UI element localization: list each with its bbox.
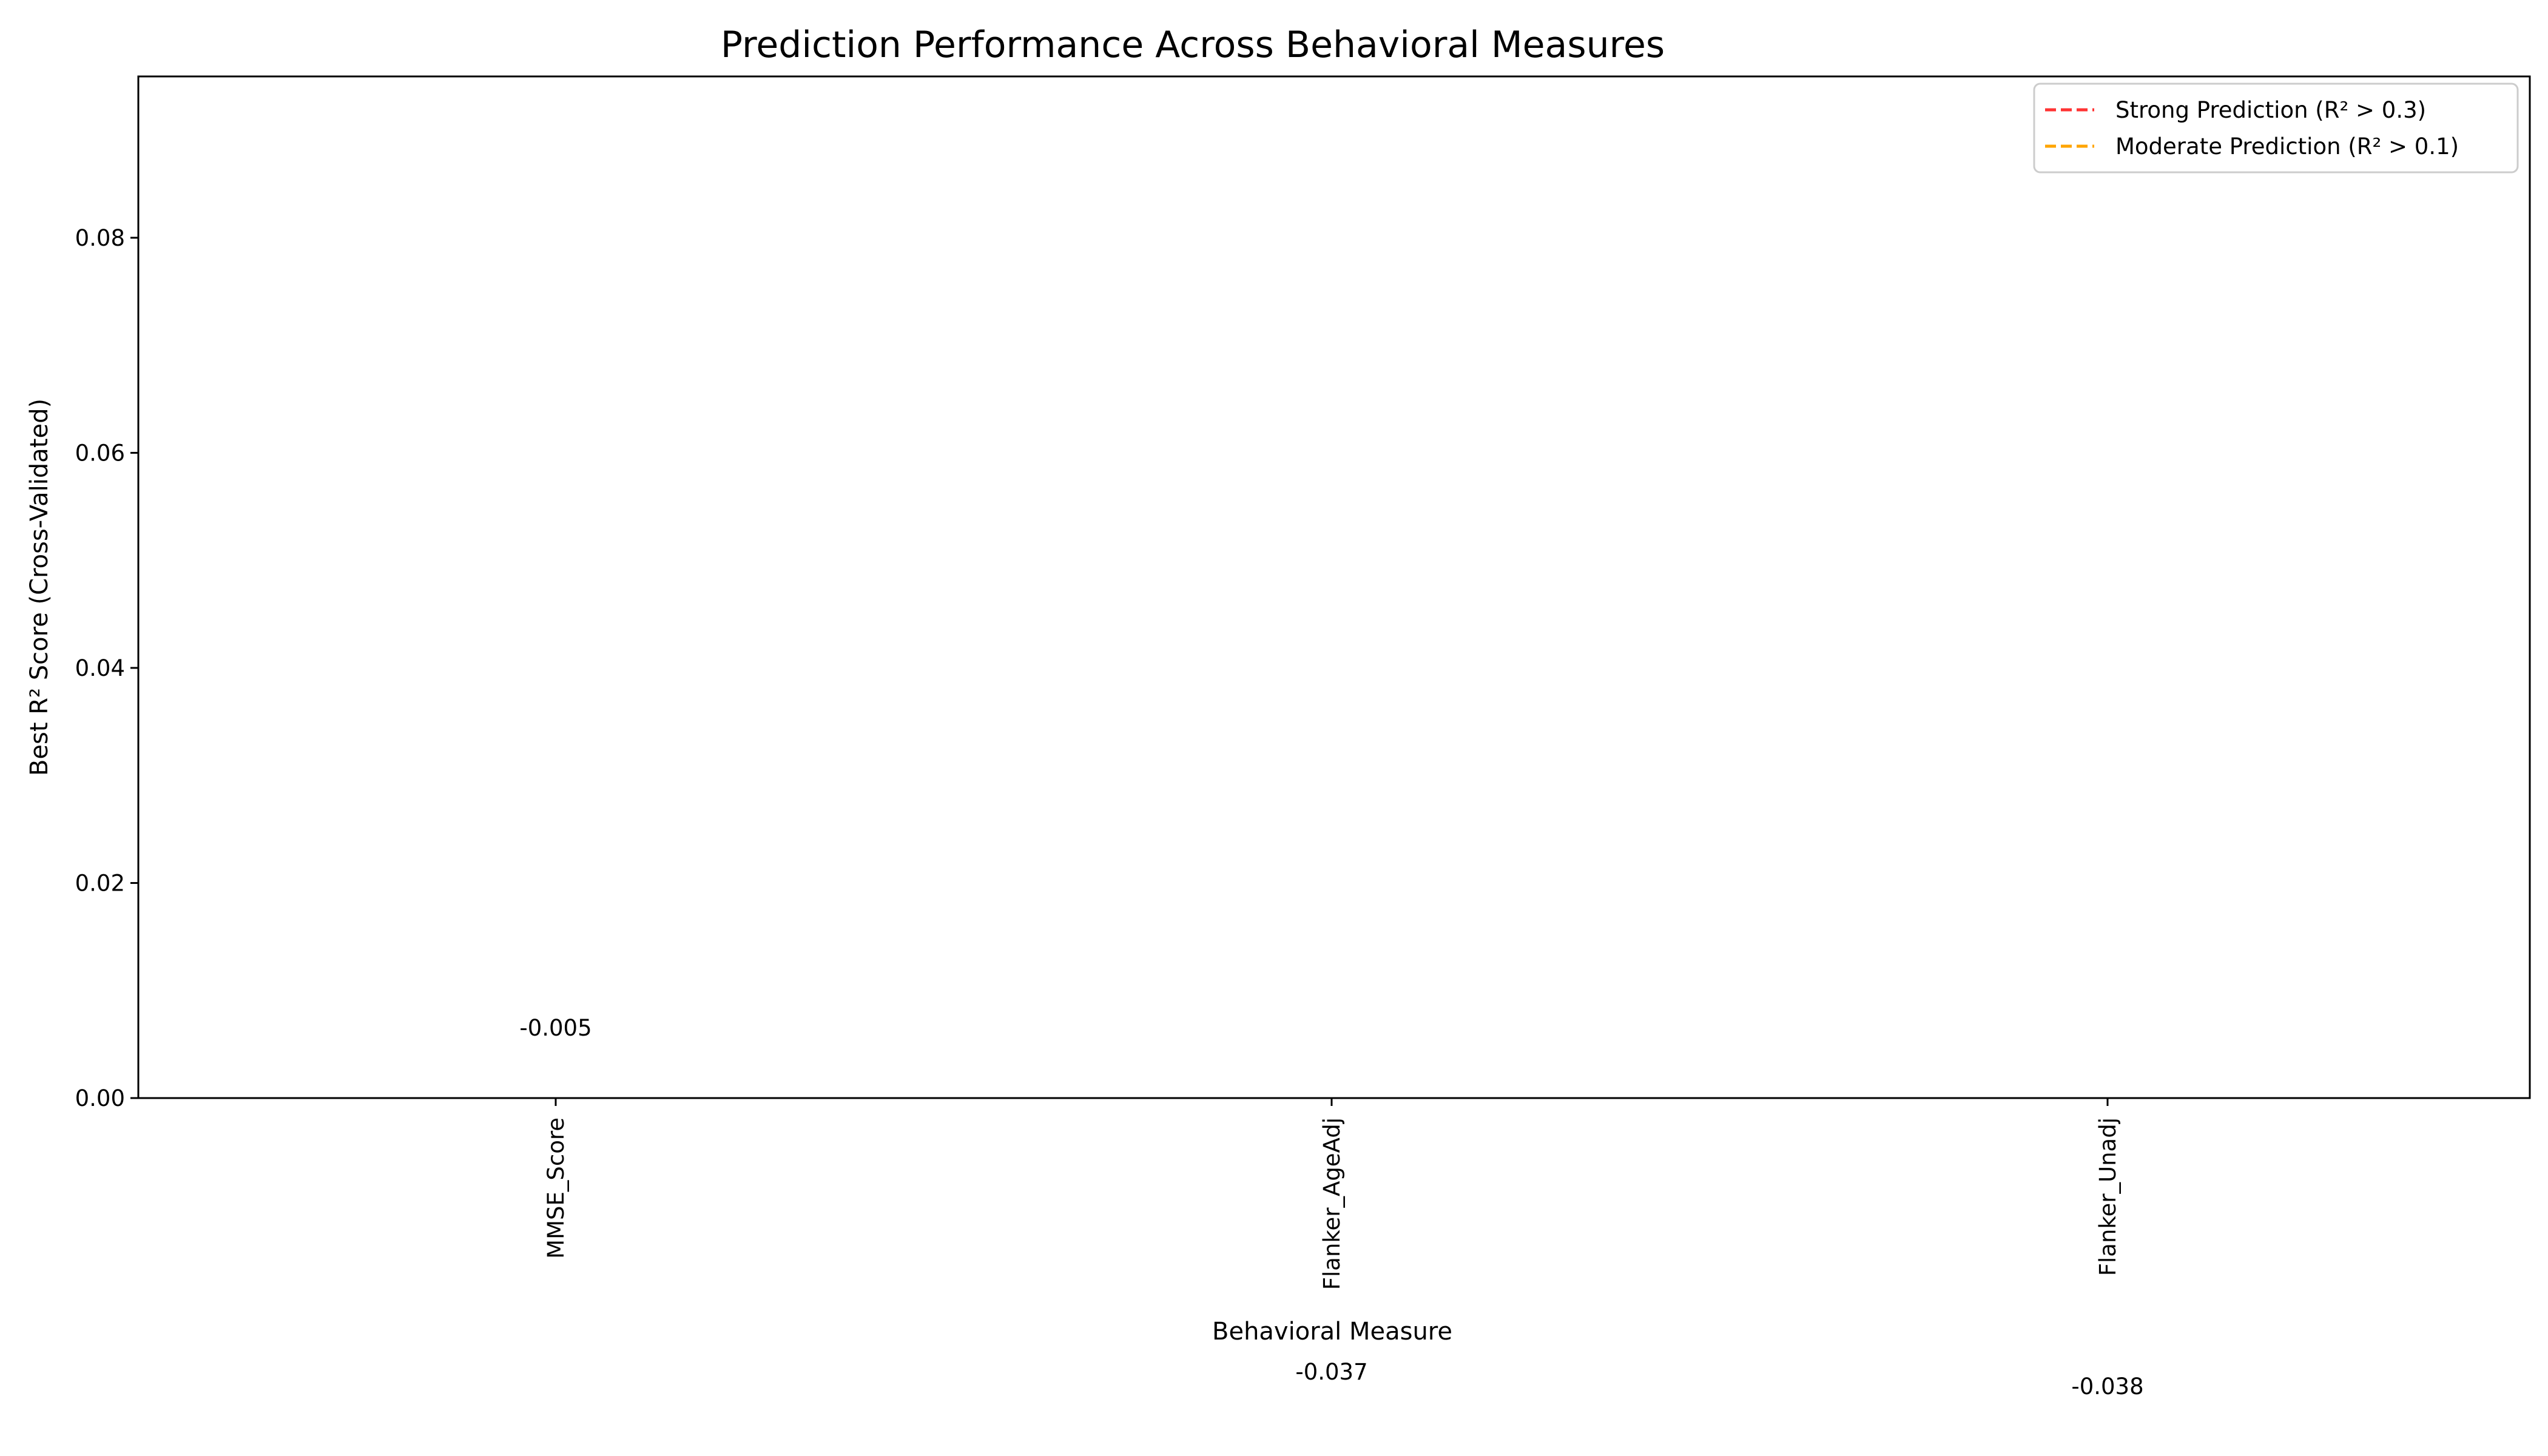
x-tick-label: Flanker_Unadj bbox=[2095, 1117, 2121, 1276]
plot-frame bbox=[137, 75, 2531, 1099]
legend-box bbox=[2033, 83, 2519, 174]
x-tick-label: Flanker_AgeAdj bbox=[1319, 1117, 1345, 1290]
y-axis-ticks: 0.00 0.02 0.04 0.06 0.08 bbox=[75, 225, 138, 1111]
chart-title: Prediction Performance Across Behavioral… bbox=[721, 24, 1665, 66]
x-tick-label: MMSE_Score bbox=[543, 1117, 569, 1259]
value-labels: -0.005 -0.037 -0.038 bbox=[519, 1015, 2143, 1400]
x-axis-ticks: MMSE_Score Flanker_AgeAdj Flanker_Unadj bbox=[543, 1098, 2121, 1290]
legend: Strong Prediction (R² > 0.3) Moderate Pr… bbox=[2033, 83, 2519, 174]
y-tick-label: 0.06 bbox=[75, 440, 125, 466]
y-axis-label: Best R² Score (Cross-Validated) bbox=[25, 399, 53, 776]
legend-strong-label: Strong Prediction (R² > 0.3) bbox=[2115, 97, 2426, 123]
y-tick-label: 0.08 bbox=[75, 225, 125, 251]
y-tick-label: 0.00 bbox=[75, 1085, 125, 1111]
y-tick-label: 0.02 bbox=[75, 870, 125, 896]
value-label: -0.005 bbox=[519, 1015, 592, 1041]
value-label: -0.037 bbox=[1295, 1359, 1367, 1385]
value-label: -0.038 bbox=[2071, 1373, 2143, 1400]
plot-area bbox=[137, 75, 2531, 1099]
x-axis-label: Behavioral Measure bbox=[1212, 1318, 1452, 1346]
y-tick-label: 0.04 bbox=[75, 655, 125, 681]
legend-moderate-label: Moderate Prediction (R² > 0.1) bbox=[2115, 133, 2459, 160]
